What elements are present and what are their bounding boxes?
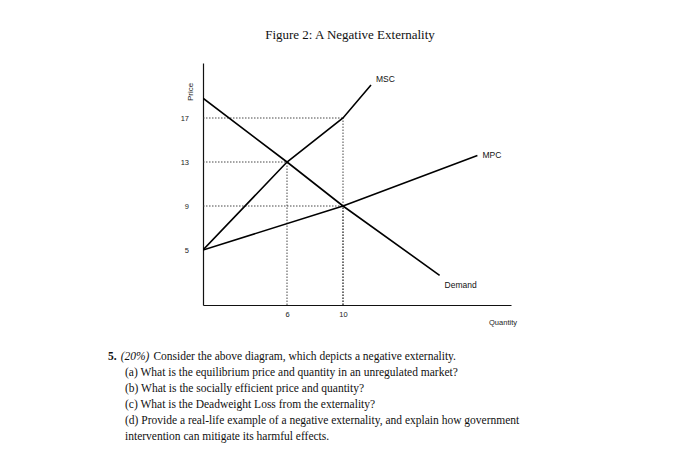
guide-horizontal: [203, 162, 287, 163]
y-tick-label: 5: [185, 246, 189, 255]
guide-vertical: [287, 162, 288, 305]
guide-horizontal: [203, 206, 343, 207]
question-text: Consider the above diagram, which depict…: [153, 350, 456, 363]
x-tick: 10: [339, 305, 347, 319]
y-axis-label: Price: [186, 82, 195, 101]
x-tick: 6: [285, 305, 289, 319]
plot-area: [203, 85, 477, 305]
x-tick-label: 6: [285, 310, 289, 319]
y-tick: 5: [185, 246, 203, 255]
series-label: MPC: [482, 150, 501, 160]
question-part: (b) What is the socially efficient price…: [125, 382, 364, 395]
y-tick-label: 13: [181, 158, 189, 167]
figure-title: Figure 2: A Negative Externality: [265, 27, 435, 42]
guide-vertical: [343, 118, 344, 305]
series-label: MSC: [376, 74, 395, 84]
x-axis-label: Quantity: [489, 318, 517, 327]
question-weight: (20%): [121, 350, 150, 363]
question-part: (d) Provide a real-life example of a neg…: [125, 414, 520, 427]
y-tick: 9: [185, 202, 203, 211]
x-axis: 6 10: [204, 305, 512, 319]
x-axis-line: [204, 305, 512, 306]
question-part: intervention can mitigate its harmful ef…: [125, 430, 329, 443]
y-tick: 17: [181, 114, 203, 123]
series-label: Demand: [445, 280, 477, 290]
question-part: (c) What is the Deadweight Loss from the…: [125, 398, 375, 411]
series-line: [203, 85, 371, 250]
page: Figure 2: A Negative Externality 6 10 5 9 13 1…: [0, 0, 700, 473]
question-number: 5.: [108, 350, 117, 362]
guide-horizontal: [203, 118, 343, 119]
x-tick-label: 10: [339, 310, 347, 319]
y-tick-label: 17: [181, 114, 189, 123]
question-part: (a) What is the equilibrium price and qu…: [125, 366, 458, 379]
question-header: 5. (20%)Consider the above diagram, which…: [108, 350, 456, 363]
y-tick: 13: [181, 158, 203, 167]
y-axis: 5 9 13 17: [181, 64, 204, 306]
y-tick-label: 9: [185, 202, 189, 211]
series-line: [203, 155, 477, 250]
series-line: [203, 98, 440, 275]
